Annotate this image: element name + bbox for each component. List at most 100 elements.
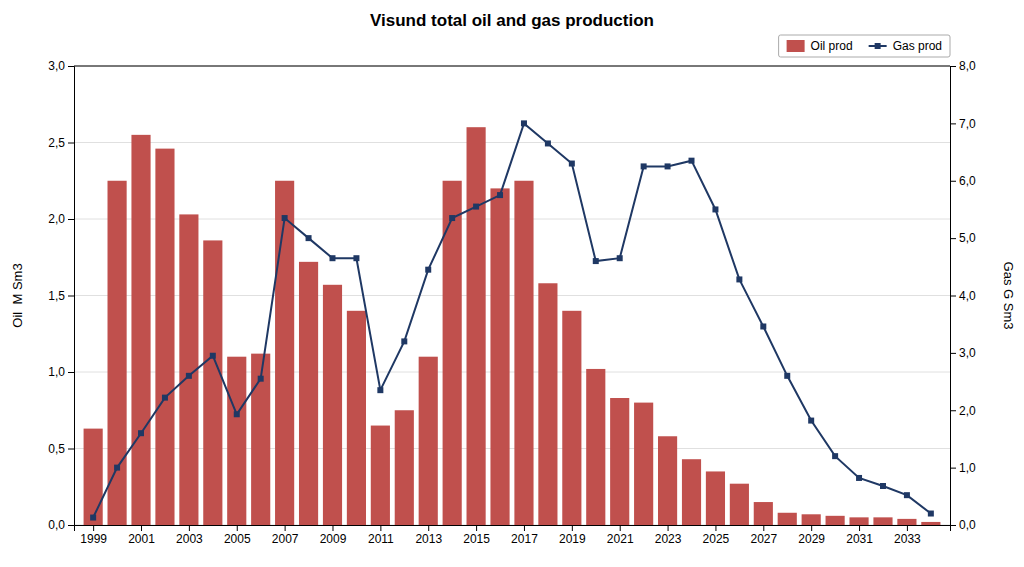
- tick: 2029: [798, 525, 825, 546]
- marker: [617, 255, 623, 261]
- tick: 2011: [368, 525, 394, 546]
- bar: [682, 459, 701, 525]
- tick-label: 8,0: [959, 59, 976, 73]
- bar: [323, 285, 342, 525]
- marker: [808, 418, 814, 424]
- bar: [658, 436, 677, 525]
- bar: [490, 188, 509, 525]
- marker: [258, 376, 264, 382]
- tick-label: 2,0: [959, 404, 976, 418]
- bar: [299, 262, 318, 525]
- tick-label: 2011: [368, 532, 394, 546]
- marker: [928, 511, 934, 517]
- tick-mark: [524, 525, 525, 531]
- tick-mark: [763, 525, 764, 531]
- tick-label: 2023: [655, 532, 682, 546]
- tick: 2033: [894, 525, 921, 546]
- tick-mark: [907, 525, 908, 531]
- tick-mark: [68, 296, 74, 297]
- tick: 6,0: [950, 174, 976, 188]
- tick: 7,0: [950, 117, 976, 131]
- marker: [353, 255, 359, 261]
- bar-series: [84, 127, 941, 525]
- tick-label: 1999: [80, 532, 107, 546]
- marker: [641, 163, 647, 169]
- marker: [306, 235, 312, 241]
- marker: [497, 192, 503, 198]
- tick: 2,0: [950, 404, 976, 418]
- legend-item: Oil prod: [787, 39, 853, 53]
- bar: [514, 181, 533, 525]
- tick: 2025: [703, 525, 730, 546]
- tick-label: 1,5: [48, 289, 65, 303]
- tick-label: 1,0: [959, 461, 976, 475]
- x-axis: 1999200120032005200720092011201320152017…: [75, 525, 951, 546]
- tick: 2001: [128, 525, 155, 546]
- tick-label: 0,5: [48, 442, 65, 456]
- tick-label: 2007: [272, 532, 299, 546]
- y-axis-title: Oil M Sm3: [10, 263, 25, 327]
- tick-label: 2017: [511, 532, 538, 546]
- y2-axis-title: Gas G Sm3: [1001, 262, 1016, 330]
- tick-mark: [950, 525, 956, 526]
- marker: [90, 515, 96, 521]
- legend-marker: [875, 43, 881, 49]
- marker: [880, 483, 886, 489]
- tick-label: 2013: [415, 532, 442, 546]
- marker: [401, 338, 407, 344]
- legend-label: Gas prod: [893, 39, 942, 53]
- tick-mark: [668, 525, 669, 531]
- tick: 3,0: [950, 346, 976, 360]
- tick: 0,0: [950, 518, 976, 532]
- marker: [473, 204, 479, 210]
- tick-mark: [428, 525, 429, 531]
- grid-line: [74, 142, 950, 143]
- bar: [84, 429, 103, 525]
- tick-label: 2009: [320, 532, 347, 546]
- tick-label: 1,0: [48, 365, 65, 379]
- tick-label: 2015: [463, 532, 490, 546]
- tick-label: 2,5: [48, 136, 65, 150]
- bar: [562, 311, 581, 525]
- tick: 3,0: [48, 59, 74, 73]
- bar: [251, 354, 270, 525]
- bar: [754, 502, 773, 525]
- tick: 2009: [320, 525, 347, 546]
- marker: [784, 373, 790, 379]
- legend-swatch: [787, 40, 805, 52]
- marker: [449, 215, 455, 221]
- tick: 2027: [750, 525, 777, 546]
- marker: [329, 255, 335, 261]
- tick-mark: [380, 525, 381, 531]
- bar: [275, 181, 294, 525]
- bar: [155, 149, 174, 525]
- tick-label: 2029: [798, 532, 825, 546]
- tick: 0,0: [48, 518, 74, 532]
- marker: [736, 276, 742, 282]
- bar: [873, 517, 892, 525]
- tick-mark: [68, 372, 74, 373]
- tick-mark: [189, 525, 190, 531]
- tick-label: 7,0: [959, 117, 976, 131]
- tick: 1,5: [48, 289, 74, 303]
- tick: 2015: [463, 525, 490, 546]
- marker: [832, 453, 838, 459]
- tick-label: 3,0: [48, 59, 65, 73]
- tick-label: 0,0: [959, 518, 976, 532]
- tick-mark: [715, 525, 716, 531]
- y2-axis: 0,01,02,03,04,05,06,07,08,0: [950, 59, 976, 532]
- tick-mark: [572, 525, 573, 531]
- tick: 2017: [511, 525, 538, 546]
- tick-mark: [950, 468, 956, 469]
- tick: 2013: [415, 525, 442, 546]
- marker: [162, 395, 168, 401]
- tick: 2023: [655, 525, 682, 546]
- marker: [377, 387, 383, 393]
- tick-mark: [141, 525, 142, 531]
- bar: [802, 514, 821, 525]
- tick: 2007: [272, 525, 299, 546]
- tick-mark: [476, 525, 477, 531]
- tick-label: 2033: [894, 532, 921, 546]
- marker: [665, 163, 671, 169]
- bar: [347, 311, 366, 525]
